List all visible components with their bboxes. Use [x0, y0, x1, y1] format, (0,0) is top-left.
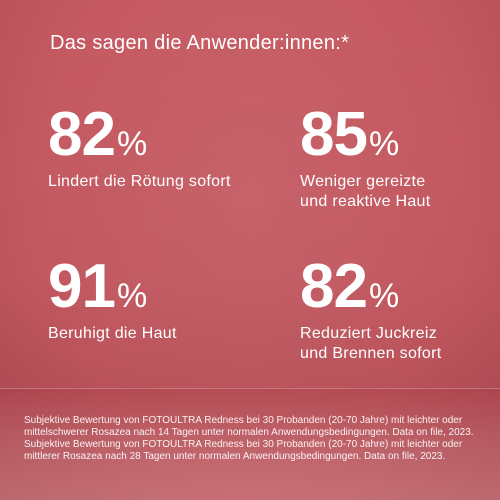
- stat-label: Reduziert Juckreiz und Brennen sofort: [300, 324, 442, 364]
- stat-number: 82 %: [48, 104, 231, 166]
- stat-number: 91 %: [48, 256, 177, 318]
- footnote-28-days: Subjektive Bewertung von FOTOULTRA Redne…: [24, 439, 463, 462]
- stat-label-line: und Brennen sofort: [300, 345, 442, 362]
- background-floor: [0, 388, 500, 500]
- stat-label-line: Reduziert Juckreiz: [300, 325, 438, 342]
- stat-label: Beruhigt die Haut: [48, 324, 177, 344]
- percent-sign: %: [116, 277, 148, 315]
- stat-label: Weniger gereizte und reaktive Haut: [300, 172, 431, 212]
- stat-number: 85 %: [300, 104, 431, 166]
- footnote-14-days: Subjektive Bewertung von FOTOULTRA Redne…: [24, 415, 474, 438]
- stat-less-irritated-skin: 85 % Weniger gereizte und reaktive Haut: [300, 104, 431, 212]
- stat-reduces-itching: 82 % Reduziert Juckreiz und Brennen sofo…: [300, 256, 442, 364]
- headline: Das sagen die Anwender:innen:*: [50, 32, 350, 54]
- stat-label-line: Weniger gereizte: [300, 173, 426, 190]
- stat-value: 85: [300, 100, 368, 169]
- stat-calms-skin: 91 % Beruhigt die Haut: [48, 256, 177, 344]
- footnotes: Subjektive Bewertung von FOTOULTRA Redne…: [24, 415, 484, 463]
- stat-value: 82: [48, 100, 116, 169]
- percent-sign: %: [116, 125, 148, 163]
- stat-soothes-redness: 82 % Lindert die Rötung sofort: [48, 104, 231, 192]
- percent-sign: %: [368, 125, 400, 163]
- percent-sign: %: [368, 277, 400, 315]
- stat-label-line: Lindert die Rötung sofort: [48, 173, 231, 190]
- stat-value: 82: [300, 252, 368, 321]
- stat-number: 82 %: [300, 256, 442, 318]
- stat-label-line: Beruhigt die Haut: [48, 325, 177, 342]
- stat-label-line: und reaktive Haut: [300, 193, 431, 210]
- stat-value: 91: [48, 252, 116, 321]
- stat-label: Lindert die Rötung sofort: [48, 172, 231, 192]
